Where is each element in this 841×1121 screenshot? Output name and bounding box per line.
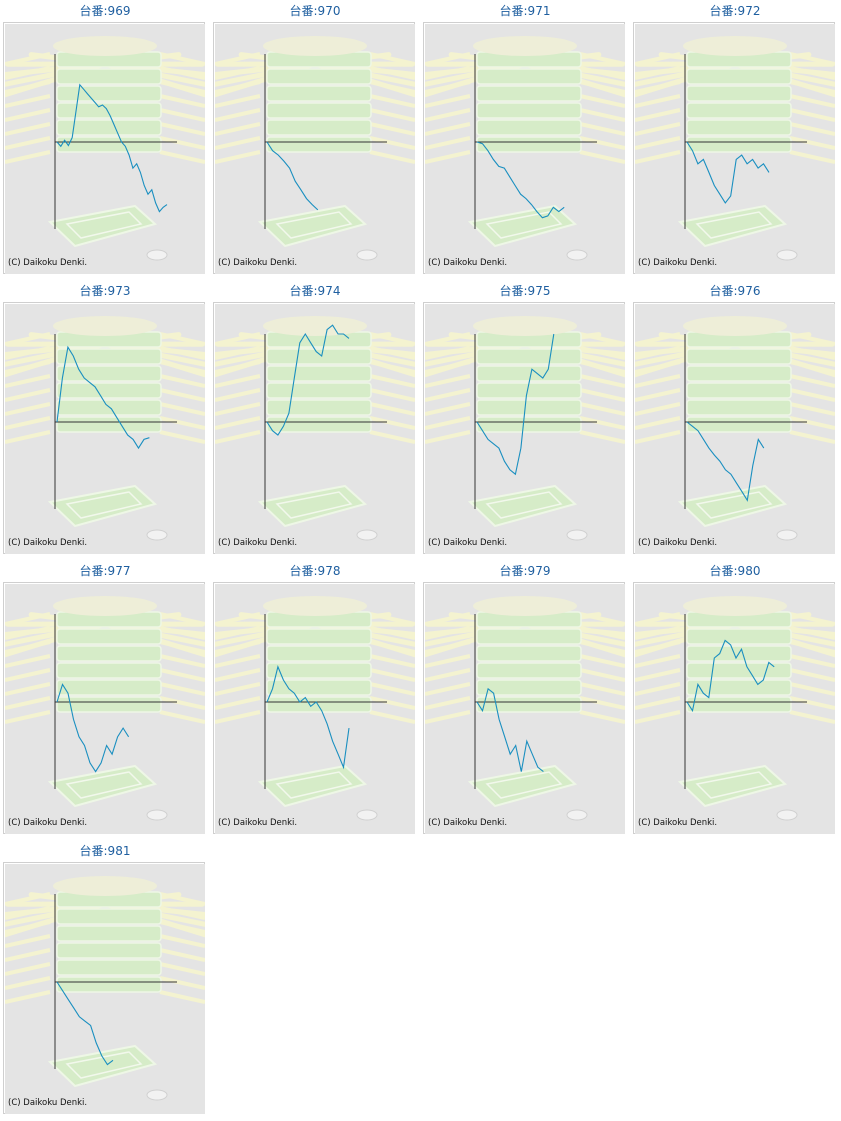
background-artwork [425,584,625,834]
series-line [476,687,544,773]
copyright-label: (C) Daikoku Denki. [8,1098,88,1108]
line-chart [425,584,625,834]
chart-panel: (C) Daikoku Denki. [3,302,205,554]
series-line [686,421,765,502]
background-artwork [635,304,835,554]
copyright-label: (C) Daikoku Denki. [428,258,508,268]
chart-panel: (C) Daikoku Denki. [3,862,205,1114]
line-chart [425,24,625,274]
series-line [476,333,555,476]
background-artwork [635,584,835,834]
copyright-label: (C) Daikoku Denki. [218,258,298,268]
chart-card: 台番:969 (C) Daikoku Denki. [0,0,210,280]
chart-panel: (C) Daikoku Denki. [423,302,625,554]
background-artwork [635,24,835,274]
background-artwork [215,304,415,554]
background-artwork [5,864,205,1114]
series-line [56,83,168,213]
chart-title[interactable]: 台番:969 [79,4,131,18]
chart-panel: (C) Daikoku Denki. [423,582,625,834]
line-chart [425,304,625,554]
chart-panel: (C) Daikoku Denki. [213,22,415,274]
chart-card: 台番:972 (C) Daikoku Denki. [630,0,840,280]
chart-title[interactable]: 台番:980 [709,564,761,578]
background-artwork [425,304,625,554]
copyright-label: (C) Daikoku Denki. [638,818,718,828]
chart-title[interactable]: 台番:970 [289,4,341,18]
chart-card: 台番:975 (C) Daikoku Denki. [420,280,630,560]
chart-title[interactable]: 台番:981 [79,844,131,858]
copyright-label: (C) Daikoku Denki. [8,818,88,828]
background-artwork [5,584,205,834]
series-line [476,141,565,219]
line-chart [635,24,835,274]
chart-card: 台番:970 (C) Daikoku Denki. [210,0,420,280]
chart-panel: (C) Daikoku Denki. [213,582,415,834]
chart-title[interactable]: 台番:976 [709,284,761,298]
chart-title[interactable]: 台番:975 [499,284,551,298]
chart-card: 台番:978 (C) Daikoku Denki. [210,560,420,840]
chart-card: 台番:980 (C) Daikoku Denki. [630,560,840,840]
series-line [686,141,770,204]
background-artwork [425,24,625,274]
copyright-label: (C) Daikoku Denki. [428,538,508,548]
chart-title[interactable]: 台番:977 [79,564,131,578]
chart-panel: (C) Daikoku Denki. [3,582,205,834]
series-line [266,324,350,436]
copyright-label: (C) Daikoku Denki. [8,538,88,548]
chart-panel: (C) Daikoku Denki. [423,22,625,274]
copyright-label: (C) Daikoku Denki. [638,258,718,268]
line-chart [215,24,415,274]
line-chart [5,864,205,1114]
copyright-label: (C) Daikoku Denki. [428,818,508,828]
chart-card: 台番:971 (C) Daikoku Denki. [420,0,630,280]
chart-title[interactable]: 台番:974 [289,284,341,298]
line-chart [5,584,205,834]
chart-panel: (C) Daikoku Denki. [213,302,415,554]
chart-title[interactable]: 台番:978 [289,564,341,578]
chart-card: 台番:979 (C) Daikoku Denki. [420,560,630,840]
series-line [266,141,319,211]
line-chart [5,304,205,554]
chart-title[interactable]: 台番:971 [499,4,551,18]
background-artwork [215,24,415,274]
chart-card: 台番:981 (C) Daikoku Denki. [0,840,210,1120]
line-chart [635,304,835,554]
chart-card: 台番:973 (C) Daikoku Denki. [0,280,210,560]
background-artwork [215,584,415,834]
line-chart [215,304,415,554]
line-chart [5,24,205,274]
series-line [56,683,130,773]
line-chart [635,584,835,834]
chart-title[interactable]: 台番:973 [79,284,131,298]
chart-card: 台番:976 (C) Daikoku Denki. [630,280,840,560]
series-line [686,639,775,713]
chart-panel: (C) Daikoku Denki. [3,22,205,274]
chart-card: 台番:977 (C) Daikoku Denki. [0,560,210,840]
chart-panel: (C) Daikoku Denki. [633,582,835,834]
series-line [56,345,150,450]
series-line [56,981,114,1066]
background-artwork [5,24,205,274]
series-line [266,665,350,770]
chart-card: 台番:974 (C) Daikoku Denki. [210,280,420,560]
line-chart [215,584,415,834]
chart-panel: (C) Daikoku Denki. [633,22,835,274]
background-artwork [5,304,205,554]
copyright-label: (C) Daikoku Denki. [638,538,718,548]
chart-title[interactable]: 台番:972 [709,4,761,18]
copyright-label: (C) Daikoku Denki. [218,818,298,828]
chart-panel: (C) Daikoku Denki. [633,302,835,554]
chart-title[interactable]: 台番:979 [499,564,551,578]
copyright-label: (C) Daikoku Denki. [8,258,88,268]
copyright-label: (C) Daikoku Denki. [218,538,298,548]
